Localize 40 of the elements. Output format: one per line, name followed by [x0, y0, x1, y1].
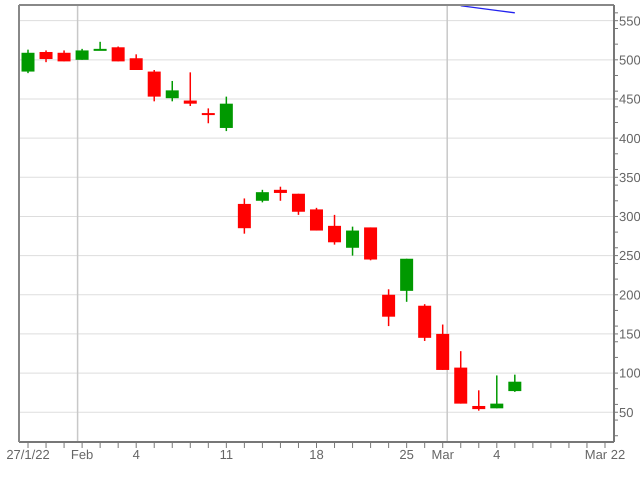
y-tick-label: 200 — [619, 287, 640, 302]
candlestick — [130, 54, 143, 71]
candlestick — [184, 72, 197, 107]
x-tick-label: Mar 22 — [584, 447, 626, 462]
candlestick — [346, 226, 360, 256]
candlestick — [310, 207, 323, 232]
x-tick-label: Feb — [70, 447, 94, 462]
y-tick-label: 450 — [619, 92, 640, 107]
y-tick-label: 300 — [619, 209, 640, 224]
candlestick — [40, 50, 53, 63]
x-tick-label: 11 — [220, 447, 234, 462]
candlestick — [328, 214, 342, 246]
y-tick-label: 50 — [619, 404, 634, 420]
candlestick — [490, 374, 504, 410]
y-tick-label: 550 — [619, 13, 640, 28]
x-tick-label: 4 — [132, 447, 140, 462]
candlestick — [292, 192, 305, 216]
y-tick-label: 500 — [619, 52, 640, 68]
x-tick-label: 4 — [493, 447, 500, 462]
candlestick — [112, 46, 125, 62]
y-tick-label: 400 — [619, 130, 640, 146]
y-tick-label: 100 — [619, 366, 640, 381]
x-tick-label: Mar — [432, 447, 455, 462]
candlestick — [508, 374, 522, 393]
candlestick — [22, 48, 34, 74]
y-tick-label: 250 — [619, 248, 640, 264]
candlestick — [58, 50, 71, 62]
candlestick — [274, 186, 287, 202]
candlestick — [166, 80, 179, 102]
x-tick-label: 18 — [309, 447, 324, 462]
candlestick — [472, 390, 486, 412]
line-series — [460, 5, 516, 14]
x-tick-label: 27/1/22 — [6, 447, 50, 462]
candlestick — [76, 48, 89, 61]
x-tick-label: 25 — [399, 447, 414, 462]
y-tick-label: 150 — [619, 326, 640, 342]
candlestick — [202, 108, 215, 124]
candlestick — [382, 288, 396, 327]
candlestick — [256, 189, 269, 204]
y-tick-label: 350 — [619, 170, 640, 185]
